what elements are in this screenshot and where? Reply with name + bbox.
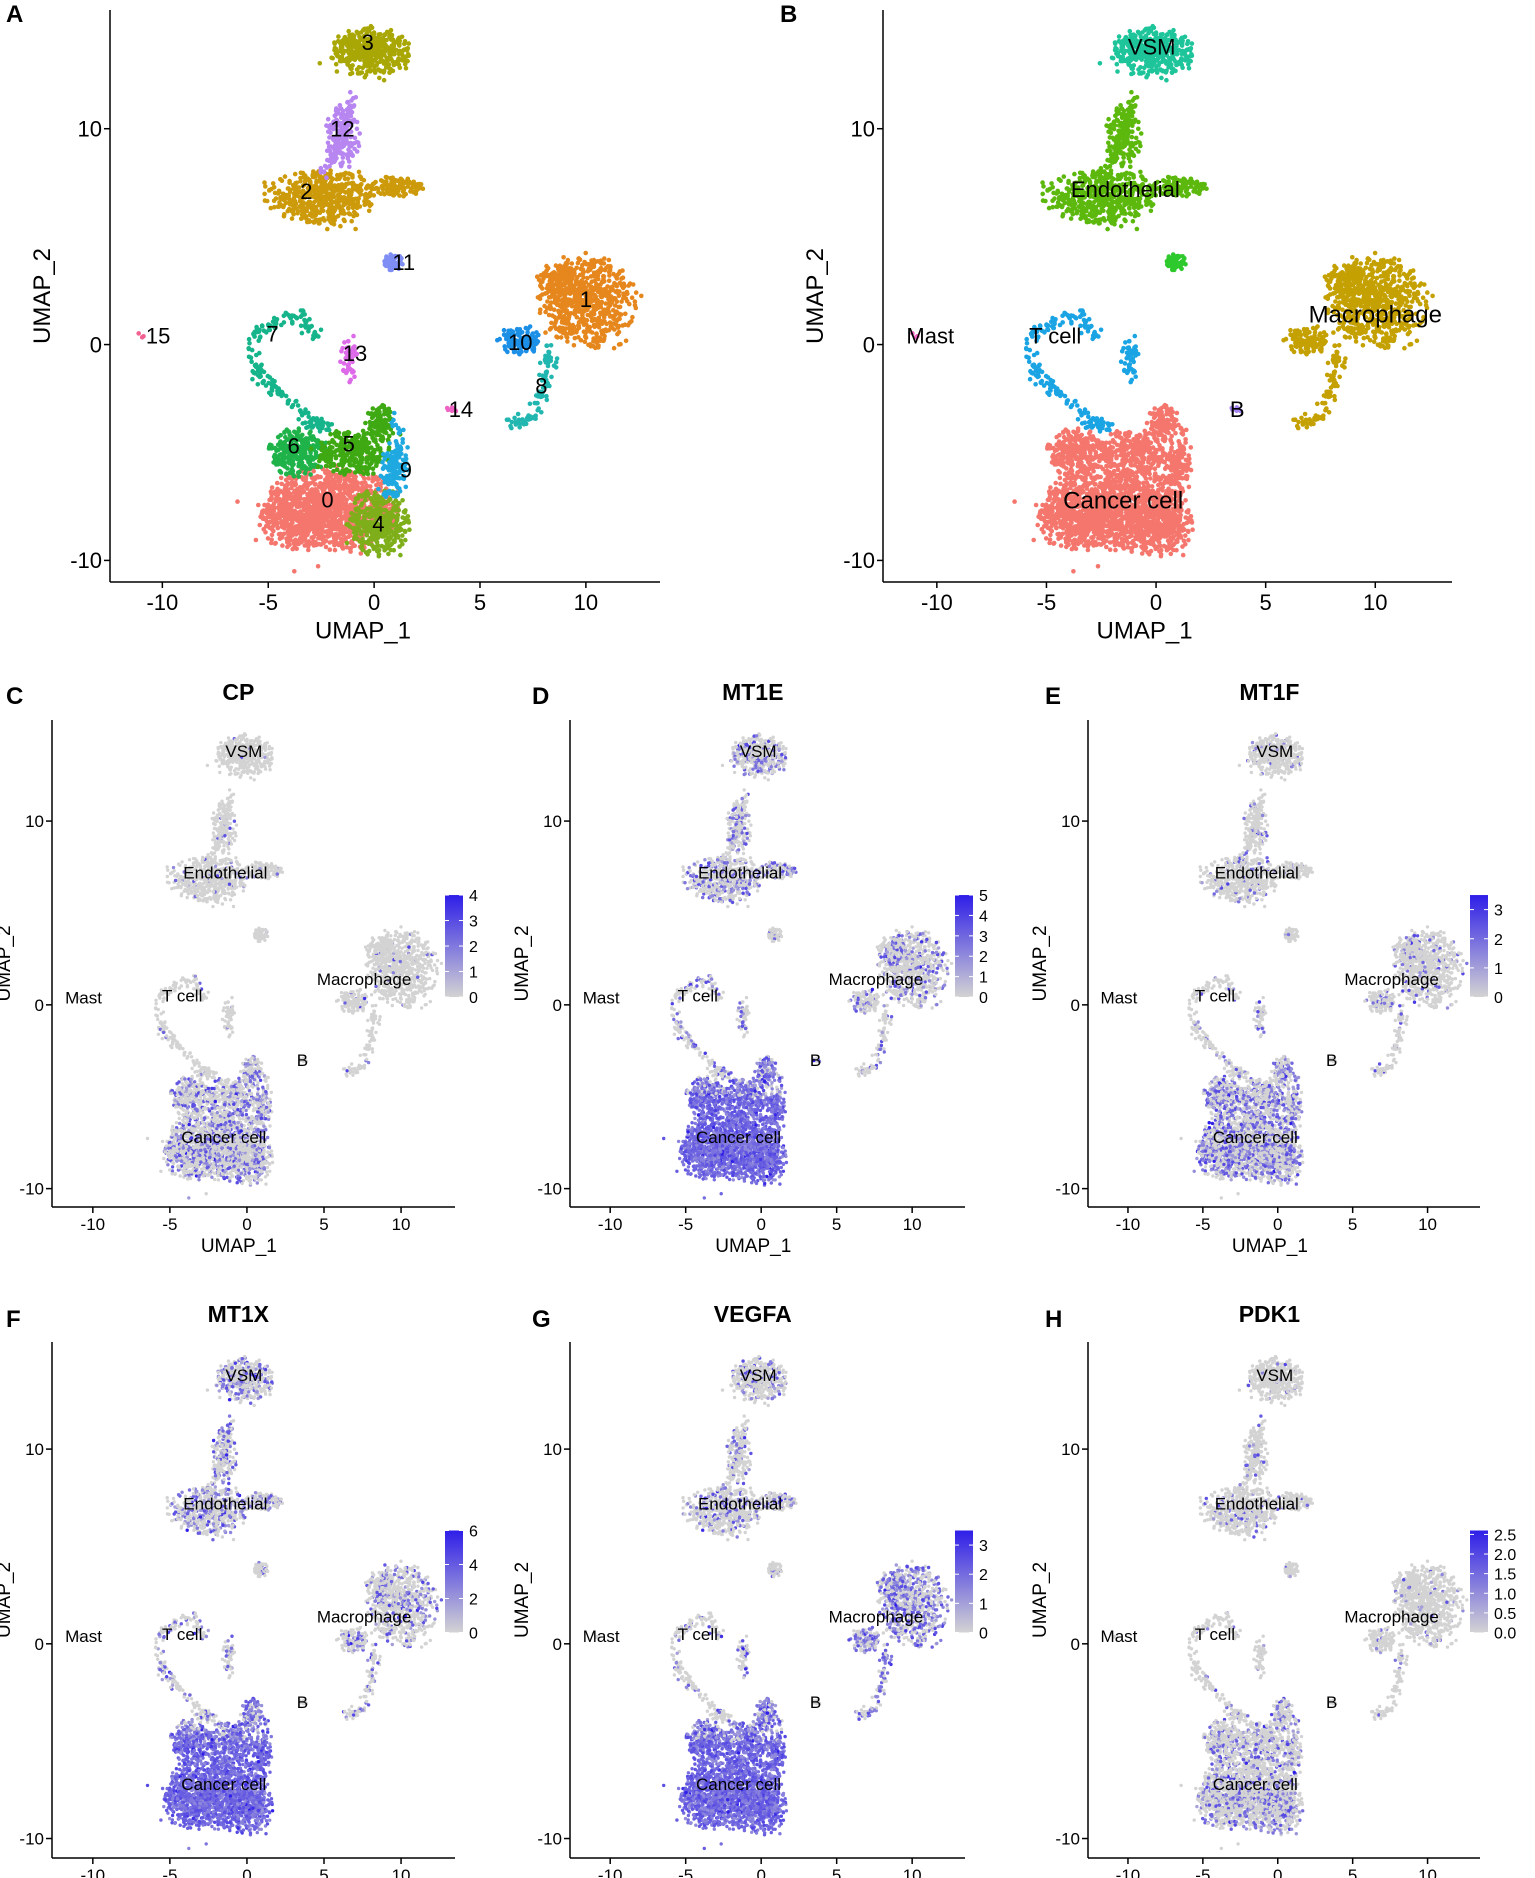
- panel-letter: A: [6, 1, 23, 28]
- point: [270, 485, 275, 490]
- point: [328, 547, 333, 552]
- point: [292, 569, 297, 574]
- umap-figure: A-10 -5 0 5 10100-10UMAP_1UMAP_2012345678910…: [0, 0, 1535, 1878]
- point: [279, 476, 284, 481]
- scatter-points: [136, 24, 643, 574]
- panel-a: A-10 -5 0 5 10100-10UMAP_1UMAP_2012345678910…: [6, 1, 660, 645]
- point: [366, 476, 371, 481]
- point: [235, 499, 240, 504]
